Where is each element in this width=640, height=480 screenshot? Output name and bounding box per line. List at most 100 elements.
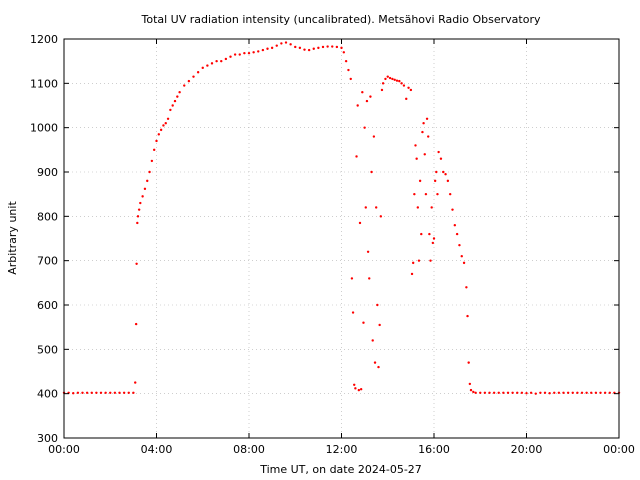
data-point (368, 277, 371, 280)
data-point (155, 139, 158, 143)
data-point (483, 391, 487, 394)
data-point (468, 382, 472, 386)
data-point (132, 391, 135, 394)
data-point (359, 388, 363, 391)
data-point (402, 84, 406, 87)
y-tick-label: 600 (37, 299, 58, 312)
y-tick-label: 1100 (30, 77, 58, 90)
data-point (516, 391, 519, 394)
data-point (104, 391, 107, 394)
data-point (594, 391, 598, 394)
data-point (370, 170, 373, 174)
data-point (257, 50, 260, 53)
data-point (466, 314, 469, 318)
data-point (294, 45, 297, 49)
data-point (374, 206, 378, 209)
data-point (196, 71, 200, 74)
data-point (252, 51, 255, 54)
data-point (146, 179, 149, 183)
data-point (444, 173, 447, 176)
data-point (356, 104, 359, 107)
data-point (113, 391, 117, 394)
grid-lines (64, 39, 619, 438)
data-point (289, 43, 292, 46)
data-point (152, 148, 156, 152)
x-tick-label: 12:00 (326, 443, 358, 456)
data-point (446, 179, 450, 183)
data-point (422, 122, 425, 125)
data-point (417, 259, 421, 262)
data-point (157, 133, 161, 136)
data-point (437, 150, 440, 154)
data-point (467, 361, 470, 364)
data-point (169, 108, 172, 112)
data-point (326, 45, 329, 48)
data-point (307, 48, 311, 52)
y-axis-label: Arbitrary unit (6, 201, 19, 275)
y-tick-label: 700 (37, 255, 58, 268)
data-point (355, 155, 358, 158)
data-point (373, 361, 377, 364)
data-point (162, 124, 165, 127)
data-point (150, 159, 154, 163)
data-point (502, 391, 505, 394)
data-point (391, 77, 394, 81)
data-point (351, 311, 355, 314)
data-point (433, 179, 437, 183)
data-point (139, 201, 142, 205)
data-point (176, 95, 179, 98)
data-point (354, 387, 357, 390)
data-point (420, 232, 423, 236)
data-point (400, 82, 403, 85)
data-point (159, 128, 163, 132)
data-point (229, 55, 232, 58)
data-point (298, 46, 302, 50)
data-point (388, 76, 392, 80)
data-point (405, 97, 408, 101)
data-point (362, 321, 365, 324)
x-tick-label: 04:00 (141, 443, 173, 456)
data-point (95, 391, 98, 394)
data-point (439, 157, 443, 160)
data-point (603, 391, 607, 394)
plot-frame (63, 38, 620, 439)
data-point (534, 392, 537, 395)
data-point (460, 255, 463, 258)
data-point (511, 391, 514, 394)
data-point (247, 51, 251, 55)
data-point (472, 390, 475, 394)
data-point (344, 59, 348, 63)
data-point (109, 391, 112, 394)
data-point (407, 86, 410, 89)
data-point (376, 303, 379, 307)
data-point (553, 391, 556, 394)
y-tick-label: 1000 (30, 122, 58, 135)
data-point (409, 88, 413, 92)
data-point (118, 391, 121, 394)
data-point (393, 78, 396, 81)
data-point (425, 117, 429, 121)
data-point (371, 339, 374, 342)
data-point (372, 135, 376, 138)
data-point (134, 322, 138, 326)
data-point (479, 391, 482, 394)
data-point (418, 179, 422, 183)
data-point (266, 47, 269, 50)
data-point (395, 79, 399, 82)
data-point (178, 91, 181, 94)
data-point (424, 192, 428, 196)
data-point (192, 75, 195, 78)
data-point (136, 221, 139, 225)
y-tick-label: 800 (37, 210, 58, 223)
data-point (275, 44, 278, 47)
data-point (520, 391, 524, 394)
x-tick-label: 08:00 (233, 443, 265, 456)
data-point (331, 45, 334, 48)
data-point (321, 45, 325, 49)
data-point (347, 68, 350, 72)
data-point (280, 42, 283, 45)
data-point (421, 130, 424, 134)
data-point (358, 221, 362, 225)
data-point (525, 392, 528, 395)
y-tick-label: 900 (37, 166, 58, 179)
